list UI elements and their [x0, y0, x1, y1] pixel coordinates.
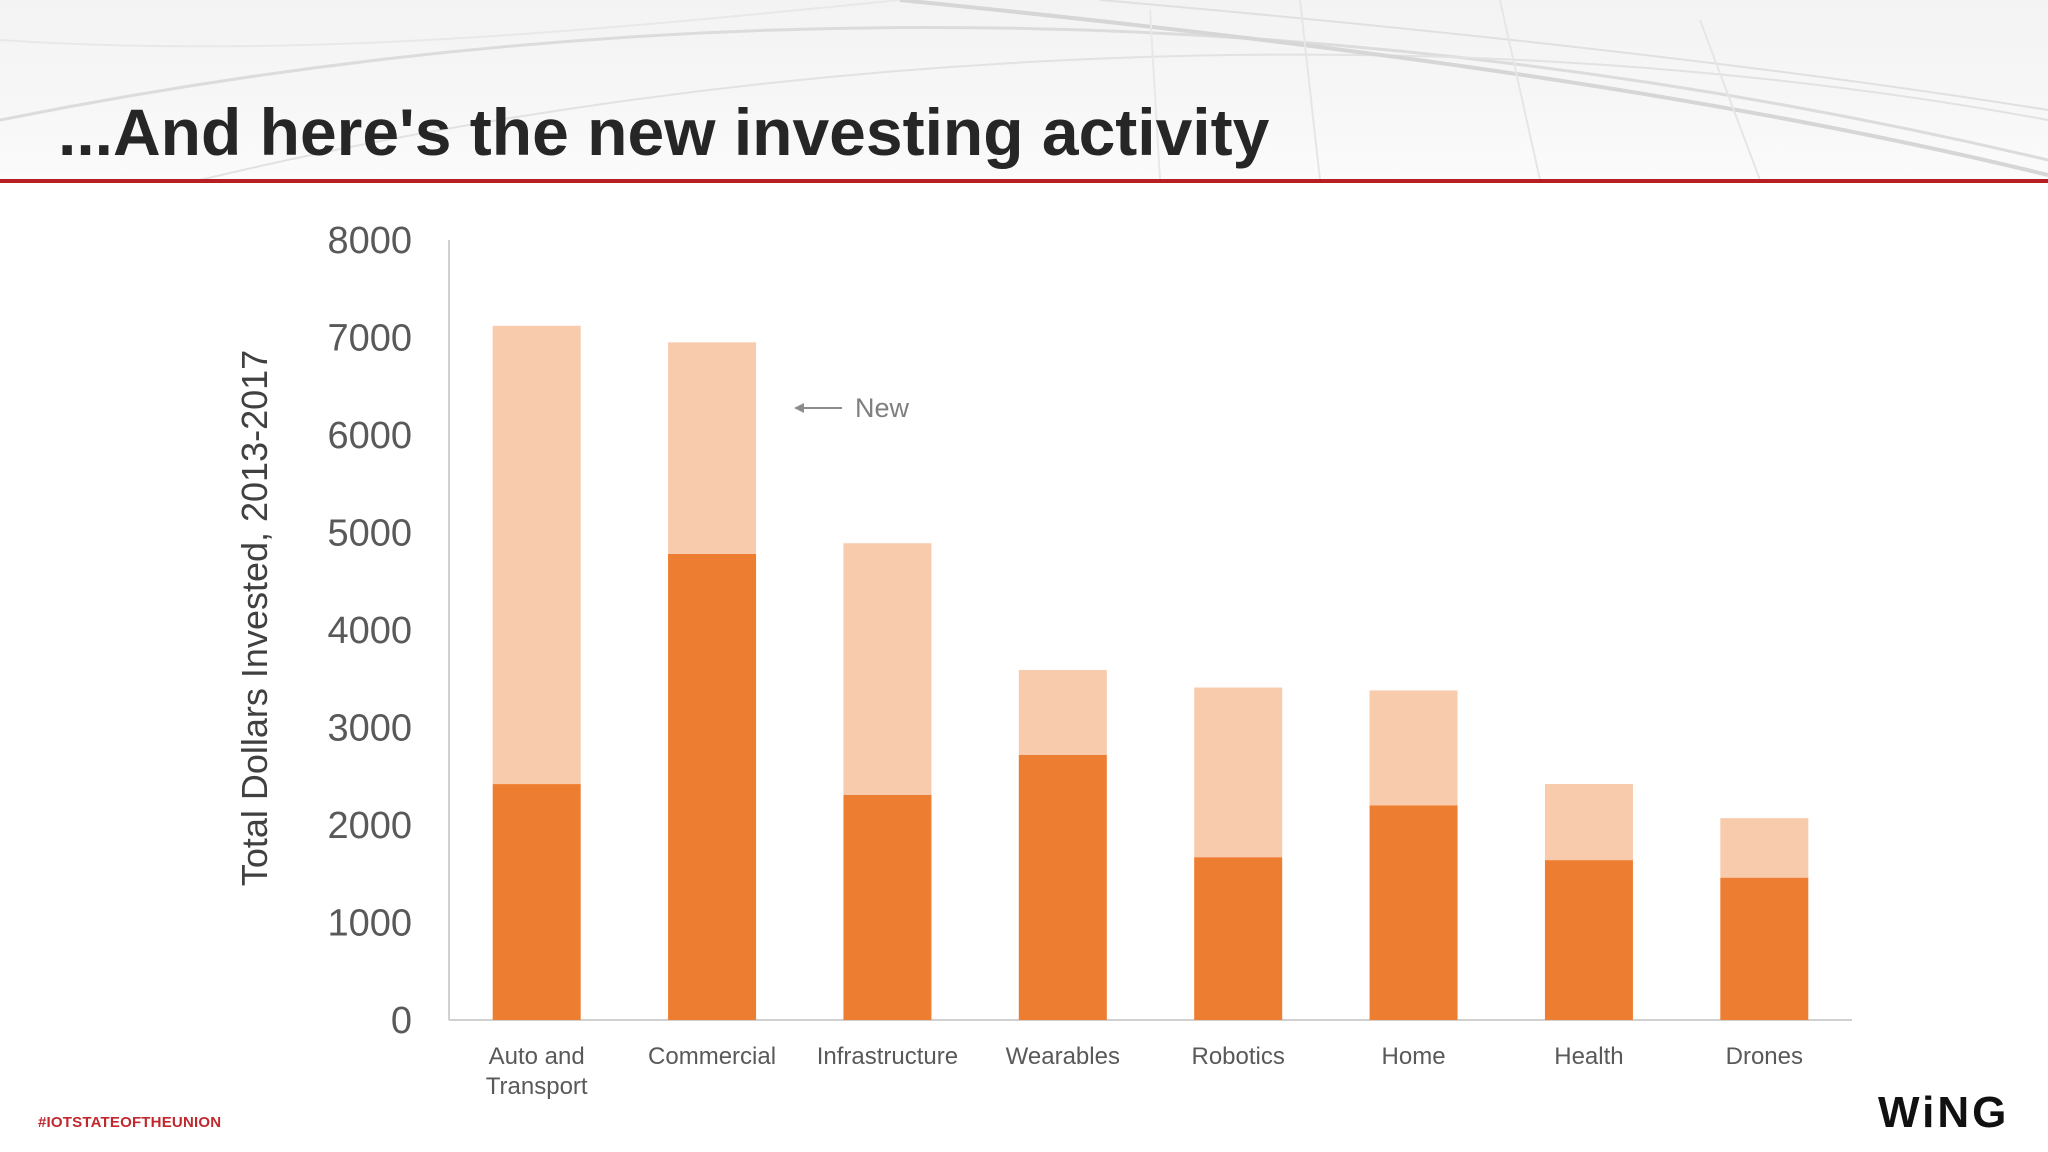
bar-segment-existing: [668, 553, 757, 1020]
bar-segment-new: [1194, 687, 1283, 858]
y-tick-label: 4000: [327, 610, 412, 652]
title-divider: [0, 179, 2048, 183]
x-category-label: Robotics: [1192, 1043, 1285, 1070]
bar-segment-new: [843, 543, 932, 795]
x-category-label: Wearables: [1006, 1043, 1120, 1070]
bar-segment-new: [668, 342, 757, 554]
x-category-label: Health: [1554, 1043, 1623, 1070]
x-category-label: Commercial: [648, 1043, 776, 1070]
y-axis-title: Total Dollars Invested, 2013-2017: [234, 350, 275, 886]
y-tick-label: 3000: [327, 708, 412, 750]
x-category-label: Infrastructure: [817, 1043, 958, 1070]
bar-segment-new: [1544, 784, 1633, 861]
y-tick-label: 5000: [327, 513, 412, 555]
bar-segment-new: [1018, 669, 1107, 755]
x-category-label: Drones: [1726, 1043, 1803, 1070]
bar-segment-existing: [1720, 877, 1809, 1020]
x-category-label: Transport: [486, 1073, 588, 1100]
y-tick-label: 7000: [327, 318, 412, 360]
y-tick-label: 0: [391, 1000, 412, 1042]
annotation-arrow-head: [794, 403, 804, 413]
y-tick-label: 6000: [327, 415, 412, 457]
wing-logo: WiNG: [1878, 1088, 2010, 1137]
bar-segment-existing: [492, 784, 581, 1020]
slide-title: ...And here's the new investing activity: [58, 95, 1270, 169]
bar-segment-new: [1720, 818, 1809, 878]
y-tick-label: 2000: [327, 805, 412, 847]
bar-segment-new: [1369, 690, 1458, 806]
y-tick-label: 1000: [327, 903, 412, 945]
bar-segment-existing: [1369, 805, 1458, 1020]
bar-segment-existing: [1544, 860, 1633, 1020]
header-background: [0, 0, 2048, 180]
hashtag-label: #IOTSTATEOFTHEUNION: [38, 1114, 222, 1131]
x-category-label: Home: [1382, 1043, 1446, 1070]
bar-segment-existing: [1194, 857, 1283, 1020]
bar-segment-existing: [1018, 754, 1107, 1020]
wing-texture-decoration: [0, 0, 2048, 180]
annotation-new-label: New: [855, 393, 910, 423]
bar-segment-existing: [843, 794, 932, 1020]
x-category-label: Auto and: [489, 1043, 585, 1070]
y-tick-label: 8000: [327, 220, 412, 262]
bar-segment-new: [492, 325, 581, 785]
